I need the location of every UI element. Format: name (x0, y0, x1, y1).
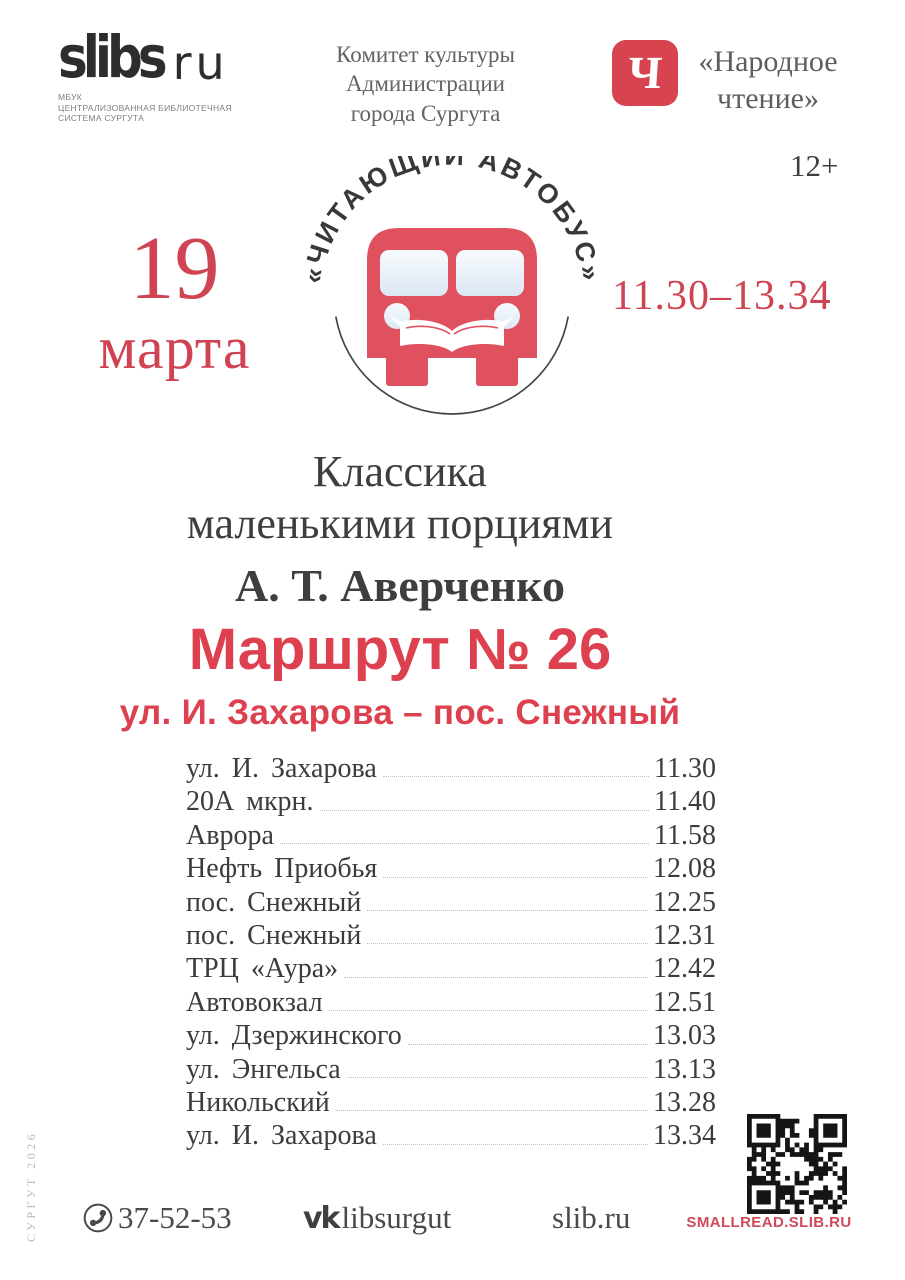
committee-line: Администрации (346, 71, 505, 97)
leader-line (367, 943, 648, 945)
library-logo-suffix: ru (172, 36, 229, 90)
leader-line (367, 909, 648, 911)
author-name: А. Т. Аверченко (235, 560, 565, 611)
schedule-row: ТРЦ «Аура» 12.42 (186, 952, 716, 985)
stop-time: 13.03 (653, 1020, 716, 1052)
schedule-row: пос. Снежный 12.25 (186, 886, 716, 919)
schedule-row: ул. Энгельса 13.13 (186, 1053, 716, 1086)
stop-name: Автовокзал (186, 986, 323, 1018)
library-caption: МБУК ЦЕНТРАЛИЗОВАННАЯ БИБЛИОТЕЧНАЯ СИСТЕ… (58, 92, 288, 124)
age-rating: 12+ (790, 148, 839, 183)
route-block: Маршрут № 26 ул. И. Захарова – пос. Снеж… (50, 617, 750, 733)
event-date: 19 марта (72, 219, 277, 381)
stop-name: пос. Снежный (186, 919, 362, 951)
stop-time: 13.28 (653, 1086, 716, 1118)
narodnoe-chtenie-letter: Ч (626, 47, 664, 98)
schedule-row: Никольский 13.28 (186, 1086, 716, 1119)
site-link[interactable]: slib.ru (552, 1200, 631, 1235)
qr-code[interactable] (747, 1114, 847, 1214)
stop-time: 12.08 (653, 853, 716, 885)
reading-bus-emblem: «ЧИТАЮЩИЙ АВТОБУС» (302, 156, 602, 415)
stop-name: ул. И. Захарова (186, 753, 377, 784)
phone-link[interactable]: 37-52-53 (82, 1200, 232, 1236)
stop-name: ТРЦ «Аура» (186, 953, 339, 985)
schedule-row: Аврора 11.58 (186, 819, 716, 852)
stop-time: 12.51 (653, 986, 716, 1018)
stop-time: 12.25 (653, 886, 716, 918)
bus-window-left (380, 250, 448, 296)
side-note: СУРГУТ 2026 (24, 1130, 38, 1242)
programme-title-line1: Классика (313, 447, 487, 496)
programme-title-line2: маленькими порциями (186, 499, 614, 548)
schedule-list: ул. И. Захарова 11.30 20А мкрн. 11.40 Ав… (186, 752, 716, 1153)
schedule-row: ул. И. Захарова 13.34 (186, 1119, 716, 1152)
stop-name: ул. Энгельса (186, 1053, 341, 1085)
stop-time: 12.42 (653, 953, 716, 985)
leader-line (383, 876, 648, 878)
stop-time: 13.13 (653, 1053, 716, 1085)
leader-line (382, 776, 650, 778)
narodnoe-chtenie-logo: Ч (612, 40, 678, 106)
vk-icon: vk (303, 1200, 340, 1236)
narodnoe-chtenie-title: «Народное чтение» (678, 44, 858, 117)
event-time-range: 11.30–13.34 (612, 273, 832, 319)
schedule-row: ул. Дзержинского 13.03 (186, 1019, 716, 1052)
phone-icon (83, 1203, 113, 1233)
narodnoe-chtenie-line: чтение» (717, 81, 819, 115)
schedule-row: Автовокзал 12.51 (186, 986, 716, 1019)
emblem-circle-arc (334, 316, 570, 415)
stop-name: пос. Снежный (186, 886, 362, 918)
stop-name: Нефть Приобья (186, 853, 378, 885)
leader-line (407, 1043, 648, 1045)
stop-time: 13.34 (653, 1120, 716, 1152)
route-subheading: ул. И. Захарова – пос. Снежный (119, 692, 681, 732)
leader-line (382, 1143, 648, 1145)
programme-title: Классика маленькими порциями А. Т. Аверч… (50, 446, 750, 612)
leader-line (346, 1076, 648, 1078)
qr-caption[interactable]: SMALLREAD.SLIB.RU (686, 1214, 852, 1231)
bus-window-right (456, 250, 524, 296)
event-date-day: 19 (129, 219, 220, 318)
vk-account: libsurgut (341, 1200, 452, 1235)
library-caption-line: ЦЕНТРАЛИЗОВАННАЯ БИБЛИОТЕЧНАЯ (58, 102, 232, 113)
library-logo-text: slibs (58, 23, 168, 91)
leader-line (344, 976, 648, 978)
leader-line (335, 1110, 648, 1112)
stop-name: ул. Дзержинского (186, 1020, 402, 1052)
vk-link[interactable]: vk libsurgut (303, 1200, 451, 1236)
stop-time: 11.40 (654, 786, 716, 818)
bus-icon (367, 228, 537, 386)
library-logo: slibs ru МБУК ЦЕНТРАЛИЗОВАННАЯ БИБЛИОТЕЧ… (58, 28, 288, 124)
schedule-row: 20А мкрн. 11.40 (186, 785, 716, 818)
library-logo-mark: slibs ru (58, 28, 288, 90)
committee-text: Комитет культуры Администрации города Су… (323, 40, 528, 128)
schedule-row: пос. Снежный 12.31 (186, 919, 716, 952)
schedule-row: ул. И. Захарова 11.30 (186, 752, 716, 785)
stop-time: 11.58 (654, 819, 716, 851)
stop-name: Никольский (186, 1086, 330, 1118)
narodnoe-chtenie-line: «Народное (698, 45, 838, 78)
stop-time: 12.31 (653, 919, 716, 951)
stop-name: ул. И. Захарова (186, 1120, 377, 1152)
stop-name: Аврора (186, 819, 274, 851)
event-date-month: марта (98, 315, 251, 381)
library-caption-line: СИСТЕМА СУРГУТА (58, 113, 145, 124)
leader-line (319, 809, 650, 811)
committee-line: города Сургута (350, 100, 501, 126)
library-caption-line: МБУК (58, 92, 83, 102)
schedule-row: Нефть Приобья 12.08 (186, 852, 716, 885)
open-book-icon (389, 315, 515, 352)
leader-line (279, 843, 650, 845)
stop-time: 11.30 (654, 753, 716, 784)
route-heading: Маршрут № 26 (188, 617, 612, 682)
leader-line (328, 1010, 648, 1012)
committee-line: Комитет культуры (336, 42, 515, 67)
stop-name: 20А мкрн. (186, 786, 314, 818)
phone-number: 37-52-53 (118, 1200, 232, 1235)
